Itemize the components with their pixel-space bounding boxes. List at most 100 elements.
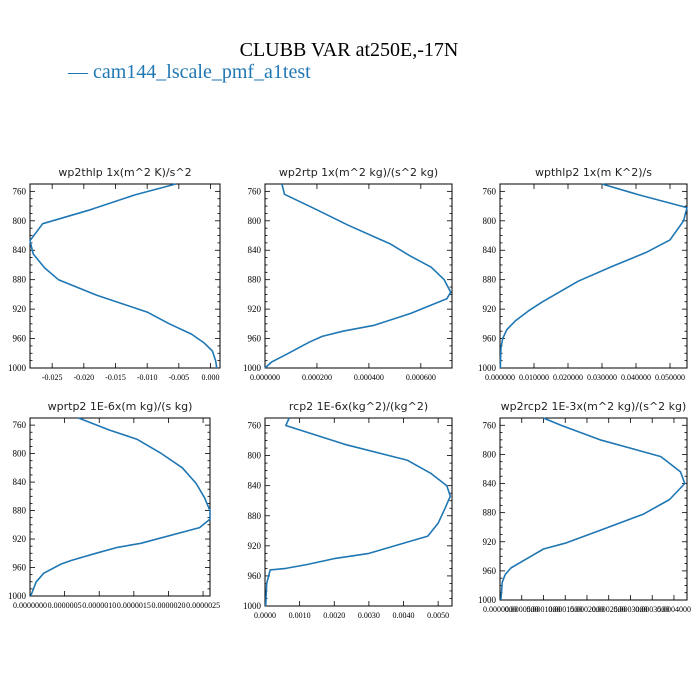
plot-frame (499, 417, 688, 601)
x-tick-label: 0.000000 (485, 373, 515, 382)
x-tick-label: 0.0002000 (570, 605, 604, 614)
y-tick-label: 960 (248, 571, 262, 581)
y-tick-label: 840 (13, 245, 27, 255)
x-tick-label: 0.0001500 (548, 605, 582, 614)
y-tick-label: 960 (483, 334, 497, 344)
y-tick-label: 920 (13, 304, 27, 314)
y-tick-label: 1000 (478, 595, 497, 605)
panel-1: wp2thlp 1x(m^2 K)/s^2 760 800 840 880 920 960 1… (8, 166, 221, 382)
y-tick-label: 1000 (8, 591, 27, 601)
y-tick-label: 1000 (478, 363, 497, 373)
x-tick-label: 0.000400 (354, 373, 384, 382)
series-line (264, 417, 452, 607)
plot-frame (264, 183, 453, 369)
panel-5: rcp2 1E-6x(kg^2)/(kg^2) 760 800 840 880 920 96… (243, 400, 453, 620)
y-tick-label: 760 (483, 420, 497, 430)
panel-title: wprtp2 1E-6x(m kg)/(s kg) (48, 400, 193, 413)
series-line (264, 183, 452, 369)
x-tick-label: 0.0000015 (117, 601, 151, 610)
x-tick-label: 0.0000020 (151, 601, 185, 610)
y-tick-label: 880 (13, 275, 27, 285)
y-tick-label: 800 (13, 449, 27, 459)
y-tick-label: 920 (483, 537, 497, 547)
y-tick-label: 880 (483, 508, 497, 518)
y-tick-label: 880 (13, 506, 27, 516)
x-tick-label: 0.0001000 (526, 605, 560, 614)
plot-frame (264, 417, 453, 607)
x-tick-label: 0.000200 (302, 373, 332, 382)
x-tick-label: 0.000 (202, 373, 220, 382)
panel-6: wp2rcp2 1E-3x(m^2 kg)/(s^2 kg) 760 800 840 8… (478, 400, 691, 614)
x-tick-label: -0.005 (168, 373, 189, 382)
plot-frame (29, 183, 221, 369)
x-tick-label: 0.0000005 (48, 601, 82, 610)
x-tick-label: 0.0050 (427, 611, 449, 620)
y-tick-label: 920 (483, 304, 497, 314)
x-tick-label: 0.0000010 (82, 601, 116, 610)
x-tick-label: 0.0030 (358, 611, 380, 620)
y-tick-label: 880 (483, 275, 497, 285)
y-tick-label: 920 (248, 304, 262, 314)
legend-entry: — cam144_lscale_pmf_a1test (67, 61, 311, 83)
y-tick-label: 760 (248, 421, 262, 431)
y-tick-label: 760 (483, 186, 497, 196)
y-tick-label: 840 (13, 477, 27, 487)
plot-frame (499, 183, 688, 369)
x-tick-label: 0.0000 (254, 611, 276, 620)
y-tick-label: 960 (13, 334, 27, 344)
figure-title: CLUBB VAR at250E,-17N (240, 39, 459, 61)
y-tick-label: 1000 (243, 363, 262, 373)
y-tick-label: 800 (248, 216, 262, 226)
y-tick-label: 760 (248, 186, 262, 196)
x-tick-label: 0.0040 (393, 611, 415, 620)
y-tick-label: 960 (248, 334, 262, 344)
x-tick-label: 0.0004000 (657, 605, 691, 614)
y-tick-label: 760 (13, 186, 27, 196)
x-tick-label: 0.0003500 (635, 605, 669, 614)
series-line (499, 183, 688, 369)
panels: wp2thlp 1x(m^2 K)/s^2 760 800 840 880 920 960 1… (8, 166, 691, 620)
series-line (29, 183, 218, 369)
x-tick-label: -0.025 (42, 373, 63, 382)
x-tick-label: -0.020 (73, 373, 94, 382)
panel-title: wp2rtp 1x(m^2 kg)/(s^2 kg) (279, 166, 438, 179)
x-tick-label: 0.0000000 (13, 601, 47, 610)
panel-4: wprtp2 1E-6x(m kg)/(s kg) 760 800 840 880 920… (8, 400, 220, 610)
x-tick-label: 0.000600 (406, 373, 436, 382)
x-tick-label: 0.0002500 (592, 605, 626, 614)
y-tick-label: 960 (13, 563, 27, 573)
x-tick-label: 0.000000 (250, 373, 280, 382)
plot-frame (29, 417, 211, 597)
x-tick-label: 0.0000500 (505, 605, 539, 614)
series-line (500, 417, 686, 601)
x-tick-label: 0.0010 (289, 611, 311, 620)
y-tick-label: 880 (248, 511, 262, 521)
x-tick-label: 0.0003000 (613, 605, 647, 614)
x-tick-label: -0.010 (137, 373, 158, 382)
y-tick-label: 840 (248, 245, 262, 255)
panel-title: wp2thlp 1x(m^2 K)/s^2 (58, 166, 191, 179)
y-tick-label: 760 (13, 420, 27, 430)
y-tick-label: 800 (13, 216, 27, 226)
y-tick-label: 1000 (243, 601, 262, 611)
x-tick-label: 0.0000025 (186, 601, 220, 610)
y-tick-label: 960 (483, 566, 497, 576)
y-tick-label: 800 (483, 449, 497, 459)
y-tick-label: 880 (248, 275, 262, 285)
x-tick-label: 0.050000 (655, 373, 685, 382)
y-tick-label: 840 (248, 481, 262, 491)
x-tick-label: 0.040000 (621, 373, 651, 382)
y-tick-label: 840 (483, 479, 497, 489)
x-tick-label: 0.020000 (553, 373, 583, 382)
panel-2: wp2rtp 1x(m^2 kg)/(s^2 kg) 760 800 840 880 92… (243, 166, 453, 382)
panel-title: wpthlp2 1x(m K^2)/s (535, 166, 652, 179)
y-tick-label: 1000 (8, 363, 27, 373)
y-tick-label: 800 (483, 216, 497, 226)
x-tick-label: 0.030000 (587, 373, 617, 382)
x-tick-label: -0.015 (105, 373, 126, 382)
panel-title: rcp2 1E-6x(kg^2)/(kg^2) (289, 400, 428, 413)
y-tick-label: 920 (13, 534, 27, 544)
y-tick-label: 840 (483, 245, 497, 255)
x-tick-label: 0.0020 (323, 611, 345, 620)
